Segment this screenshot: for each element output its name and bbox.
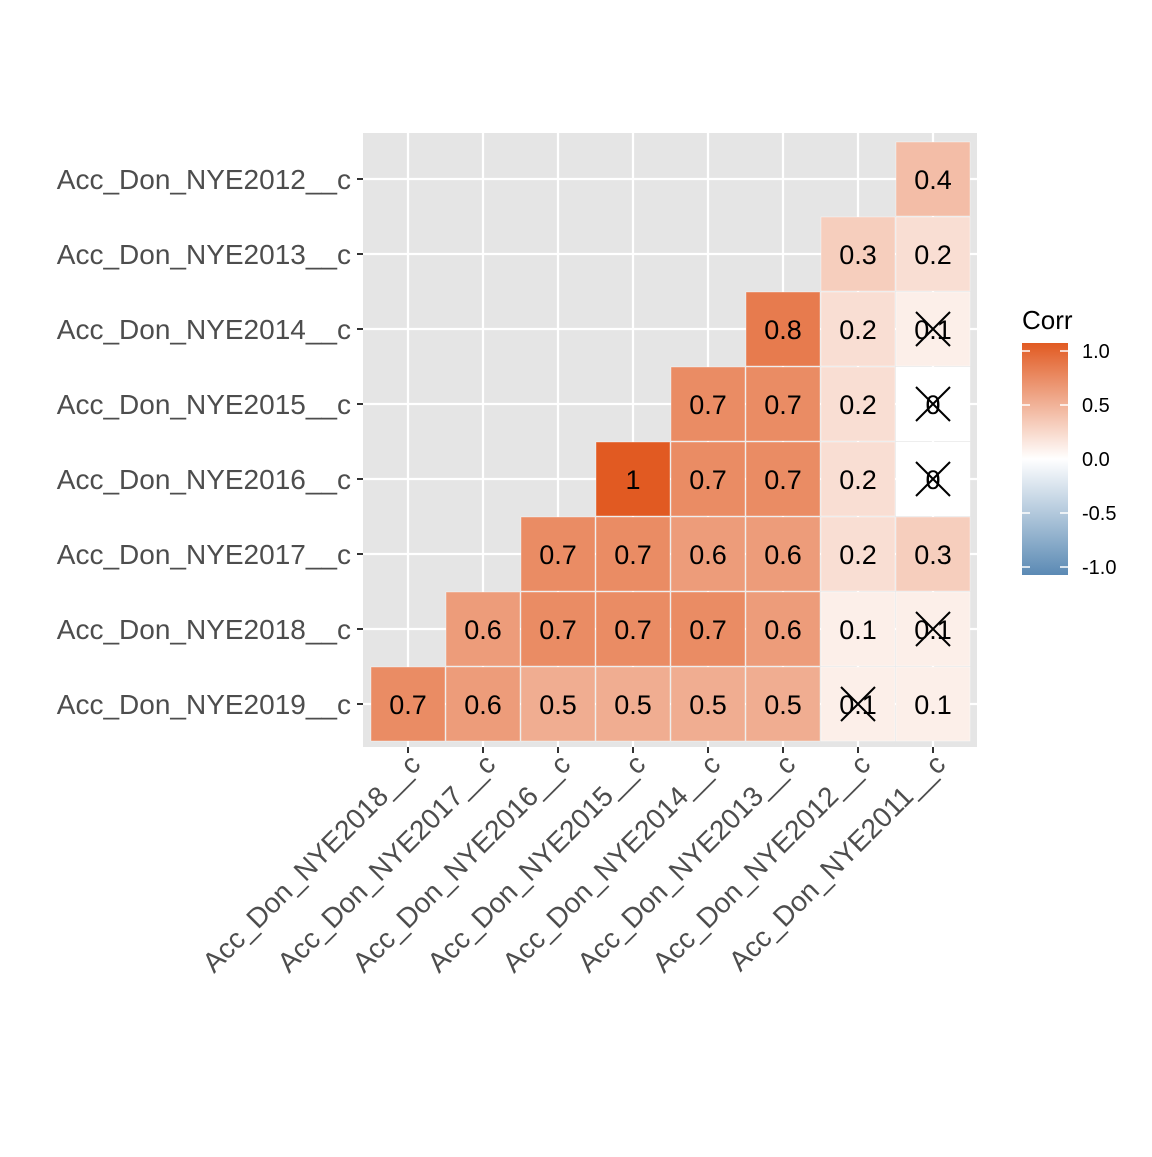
cell-value-label: 0.7 bbox=[764, 390, 802, 420]
y-axis-label-acc-don-nye2019-c: Acc_Don_NYE2019__c bbox=[57, 689, 351, 720]
heatmap-cell bbox=[820, 366, 896, 442]
insignificant-cross-mark bbox=[915, 386, 951, 422]
y-axis-label-acc-don-nye2014-c: Acc_Don_NYE2014__c bbox=[57, 314, 351, 345]
y-axis-label-acc-don-nye2016-c: Acc_Don_NYE2016__c bbox=[57, 464, 351, 495]
cell-value-label: 0.5 bbox=[539, 690, 577, 720]
y-axis-label-acc-don-nye2013-c: Acc_Don_NYE2013__c bbox=[57, 239, 351, 270]
y-axis-label-acc-don-nye2012-c: Acc_Don_NYE2012__c bbox=[57, 164, 351, 195]
cell-value-label: 0.7 bbox=[539, 540, 577, 570]
heatmap-cell bbox=[745, 366, 821, 442]
cell-value-label: 0.3 bbox=[839, 240, 877, 270]
cell-value-label: 0.6 bbox=[464, 615, 502, 645]
heatmap-cell bbox=[895, 666, 971, 742]
cell-value-label: 0.7 bbox=[614, 540, 652, 570]
heatmap-cell bbox=[670, 366, 746, 442]
cell-value-label: 0.7 bbox=[764, 465, 802, 495]
heatmap-cell bbox=[595, 591, 671, 667]
heatmap-cell bbox=[595, 666, 671, 742]
insignificant-cross-mark bbox=[915, 611, 951, 647]
cell-value-label: 0.2 bbox=[914, 240, 952, 270]
heatmap-cell bbox=[670, 591, 746, 667]
heatmap-cell bbox=[745, 591, 821, 667]
cell-value-label: 0.7 bbox=[689, 390, 727, 420]
cell-value-label: 0.7 bbox=[614, 615, 652, 645]
heatmap-cell bbox=[670, 516, 746, 592]
cell-value-label: 0.2 bbox=[839, 540, 877, 570]
heatmap-cell bbox=[745, 441, 821, 517]
cell-value-label: 0.2 bbox=[839, 390, 877, 420]
heatmap-cell bbox=[820, 516, 896, 592]
heatmap-cell bbox=[745, 666, 821, 742]
heatmap-cell bbox=[895, 216, 971, 292]
heatmap-cell bbox=[520, 591, 596, 667]
heatmap-cell bbox=[820, 441, 896, 517]
heatmap-cell bbox=[370, 666, 446, 742]
heatmap-cell bbox=[520, 516, 596, 592]
cell-value-label: 0.6 bbox=[464, 690, 502, 720]
cell-value-label: 0.6 bbox=[689, 540, 727, 570]
cell-value-label: 0.6 bbox=[764, 615, 802, 645]
cell-value-label: 0.7 bbox=[689, 465, 727, 495]
heatmap-cell bbox=[745, 291, 821, 367]
y-axis-label-acc-don-nye2017-c: Acc_Don_NYE2017__c bbox=[57, 539, 351, 570]
legend-tick-label: 1.0 bbox=[1082, 341, 1110, 363]
heatmap-cell bbox=[520, 666, 596, 742]
cell-value-label: 0.3 bbox=[914, 540, 952, 570]
cell-value-label: 0.7 bbox=[539, 615, 577, 645]
heatmap-cell bbox=[670, 666, 746, 742]
cell-value-label: 1 bbox=[625, 465, 640, 495]
heatmap-cell bbox=[595, 516, 671, 592]
y-axis-label-acc-don-nye2018-c: Acc_Don_NYE2018__c bbox=[57, 614, 351, 645]
legend-tick-label: 0.0 bbox=[1082, 449, 1110, 471]
cell-value-label: 0.6 bbox=[764, 540, 802, 570]
legend-tick-label: -1.0 bbox=[1082, 557, 1116, 579]
heatmap-cell bbox=[820, 216, 896, 292]
heatmap-cell bbox=[745, 516, 821, 592]
cell-value-label: 0.5 bbox=[689, 690, 727, 720]
insignificant-cross-mark bbox=[840, 686, 876, 722]
cell-value-label: 0.7 bbox=[389, 690, 427, 720]
cell-value-label: 0.2 bbox=[839, 465, 877, 495]
heatmap-cell bbox=[895, 141, 971, 217]
insignificant-cross-mark bbox=[915, 311, 951, 347]
y-axis-label-acc-don-nye2015-c: Acc_Don_NYE2015__c bbox=[57, 389, 351, 420]
cell-value-label: 0.5 bbox=[614, 690, 652, 720]
insignificant-cross-mark bbox=[915, 461, 951, 497]
legend-title: Corr bbox=[1022, 305, 1073, 335]
legend-tick-label: 0.5 bbox=[1082, 395, 1110, 417]
cell-value-label: 0.1 bbox=[914, 690, 952, 720]
heatmap-cell bbox=[445, 591, 521, 667]
heatmap-cell bbox=[820, 291, 896, 367]
cell-value-label: 0.7 bbox=[689, 615, 727, 645]
heatmap-cell bbox=[445, 666, 521, 742]
cell-value-label: 0.2 bbox=[839, 315, 877, 345]
cell-value-label: 0.5 bbox=[764, 690, 802, 720]
heatmap-cell bbox=[895, 516, 971, 592]
cell-value-label: 0.8 bbox=[764, 315, 802, 345]
heatmap-cell bbox=[820, 591, 896, 667]
heatmap-cell bbox=[595, 441, 671, 517]
legend-tick-label: -0.5 bbox=[1082, 503, 1116, 525]
cell-value-label: 0.1 bbox=[839, 615, 877, 645]
heatmap-cell bbox=[820, 666, 896, 742]
cell-value-label: 0.4 bbox=[914, 165, 952, 195]
heatmap-cell bbox=[670, 441, 746, 517]
